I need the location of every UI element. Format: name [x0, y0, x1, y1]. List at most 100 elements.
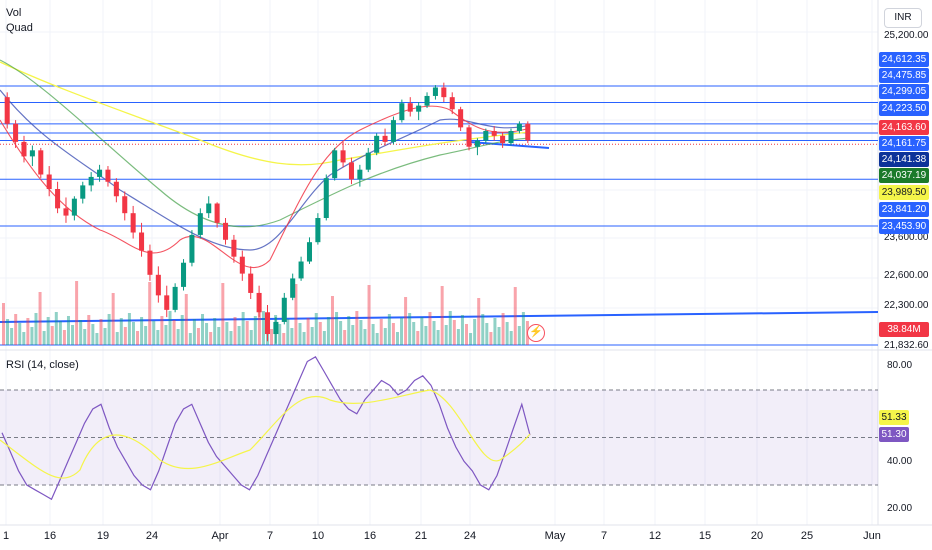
- currency-button[interactable]: INR: [884, 8, 922, 28]
- volume-bar: [38, 292, 42, 345]
- candle-body: [306, 242, 313, 262]
- volume-bar: [371, 324, 375, 345]
- candle-body: [474, 140, 480, 147]
- volume-bar: [278, 324, 282, 345]
- candle-body: [298, 261, 304, 279]
- volume-bar: [306, 318, 310, 345]
- volume-bar: [18, 323, 22, 345]
- candle-body: [516, 123, 522, 131]
- volume-bar: [237, 326, 241, 345]
- volume-bar: [217, 327, 221, 345]
- price-axis-label: 22,300.00: [884, 300, 929, 311]
- volume-bar: [286, 319, 290, 345]
- candle-body: [189, 234, 195, 263]
- volume-bar: [245, 321, 249, 345]
- candle-body: [164, 295, 170, 310]
- volume-bar: [469, 333, 473, 345]
- candle-body: [105, 169, 111, 182]
- volume-bar: [436, 330, 440, 345]
- volume-bar: [42, 331, 46, 345]
- indicator-legend[interactable]: Quad: [6, 22, 33, 34]
- volume-bar: [22, 332, 26, 345]
- time-axis-label: 12: [648, 530, 662, 542]
- candle-body: [46, 174, 52, 190]
- volume-bar: [249, 330, 253, 345]
- volume-bar: [103, 328, 107, 345]
- volume-bar: [298, 323, 302, 345]
- volume-bar: [395, 332, 399, 345]
- volume-bar: [481, 314, 485, 345]
- volume-bar: [91, 324, 95, 345]
- volume-bar: [509, 331, 513, 345]
- time-axis-label: 16: [43, 530, 57, 542]
- volume-bar: [99, 319, 103, 345]
- volume-bar: [111, 293, 115, 345]
- candle-body: [357, 169, 363, 180]
- candle-body: [29, 150, 35, 157]
- volume-bar: [400, 318, 404, 345]
- volume-bar: [176, 329, 180, 345]
- rsi-tag: 51.30: [879, 427, 909, 442]
- volume-bar: [290, 328, 294, 345]
- price-tag: 23,841.20: [879, 202, 929, 217]
- volume-bar: [420, 317, 424, 345]
- volume-bar: [136, 331, 140, 345]
- candle-body: [55, 189, 61, 209]
- volume-bar: [322, 331, 326, 345]
- volume-bar: [209, 332, 213, 345]
- price-tag: 24,612.35: [879, 52, 929, 67]
- volume-bar: [46, 317, 50, 345]
- time-axis-label: 10: [311, 530, 325, 542]
- volume-bar: [34, 313, 38, 345]
- rsi-line: [1, 355, 531, 501]
- volume-bar: [119, 318, 123, 345]
- price-tag: 23,989.50: [879, 185, 929, 200]
- candle-body: [147, 250, 153, 275]
- volume-bar: [359, 320, 363, 345]
- candle-body: [508, 130, 514, 144]
- candle-body: [21, 141, 27, 157]
- rsi-legend[interactable]: RSI (14, close): [6, 359, 79, 371]
- price-tag: 24,037.19: [879, 168, 929, 183]
- volume-bar: [156, 330, 160, 345]
- rsi-axis-label: 40.00: [887, 456, 913, 467]
- volume-bar: [123, 327, 127, 345]
- price-tag: 24,299.05: [879, 84, 929, 99]
- volume-bar: [71, 325, 75, 345]
- volume-bar: [54, 312, 58, 345]
- volume-bar: [66, 316, 70, 345]
- candle-body: [231, 239, 237, 257]
- volume-bar: [460, 315, 464, 345]
- volume-bar: [58, 321, 62, 345]
- volume-bar: [497, 327, 501, 345]
- time-axis-label: 24: [463, 530, 477, 542]
- volume-bar: [448, 311, 452, 345]
- candle-body: [458, 109, 464, 128]
- volume-bar: [164, 325, 168, 345]
- volume-bar: [2, 303, 5, 345]
- volume-bar: [355, 311, 359, 345]
- time-axis-label: 19: [96, 530, 110, 542]
- volume-bar: [404, 297, 408, 345]
- flash-icon[interactable]: ⚡: [527, 324, 545, 342]
- time-axis-label: 24: [145, 530, 159, 542]
- volume-bar: [83, 329, 87, 345]
- candle-body: [332, 150, 338, 179]
- volume-bar: [513, 287, 517, 345]
- volume-bar: [229, 331, 233, 345]
- price-tag: 24,161.75: [879, 136, 929, 151]
- candle-body: [500, 135, 506, 144]
- rsi-axis-label: 20.00: [887, 503, 913, 514]
- candle-body: [38, 150, 44, 175]
- candle-body: [130, 213, 136, 233]
- volume-legend[interactable]: Vol: [6, 7, 22, 19]
- volume-bar: [505, 322, 509, 345]
- volume-bar: [87, 315, 91, 345]
- volume-bar: [75, 281, 79, 345]
- candle-body: [139, 232, 145, 251]
- volume-bar: [140, 317, 144, 345]
- volume-bar: [521, 312, 525, 345]
- candle-body: [88, 176, 94, 186]
